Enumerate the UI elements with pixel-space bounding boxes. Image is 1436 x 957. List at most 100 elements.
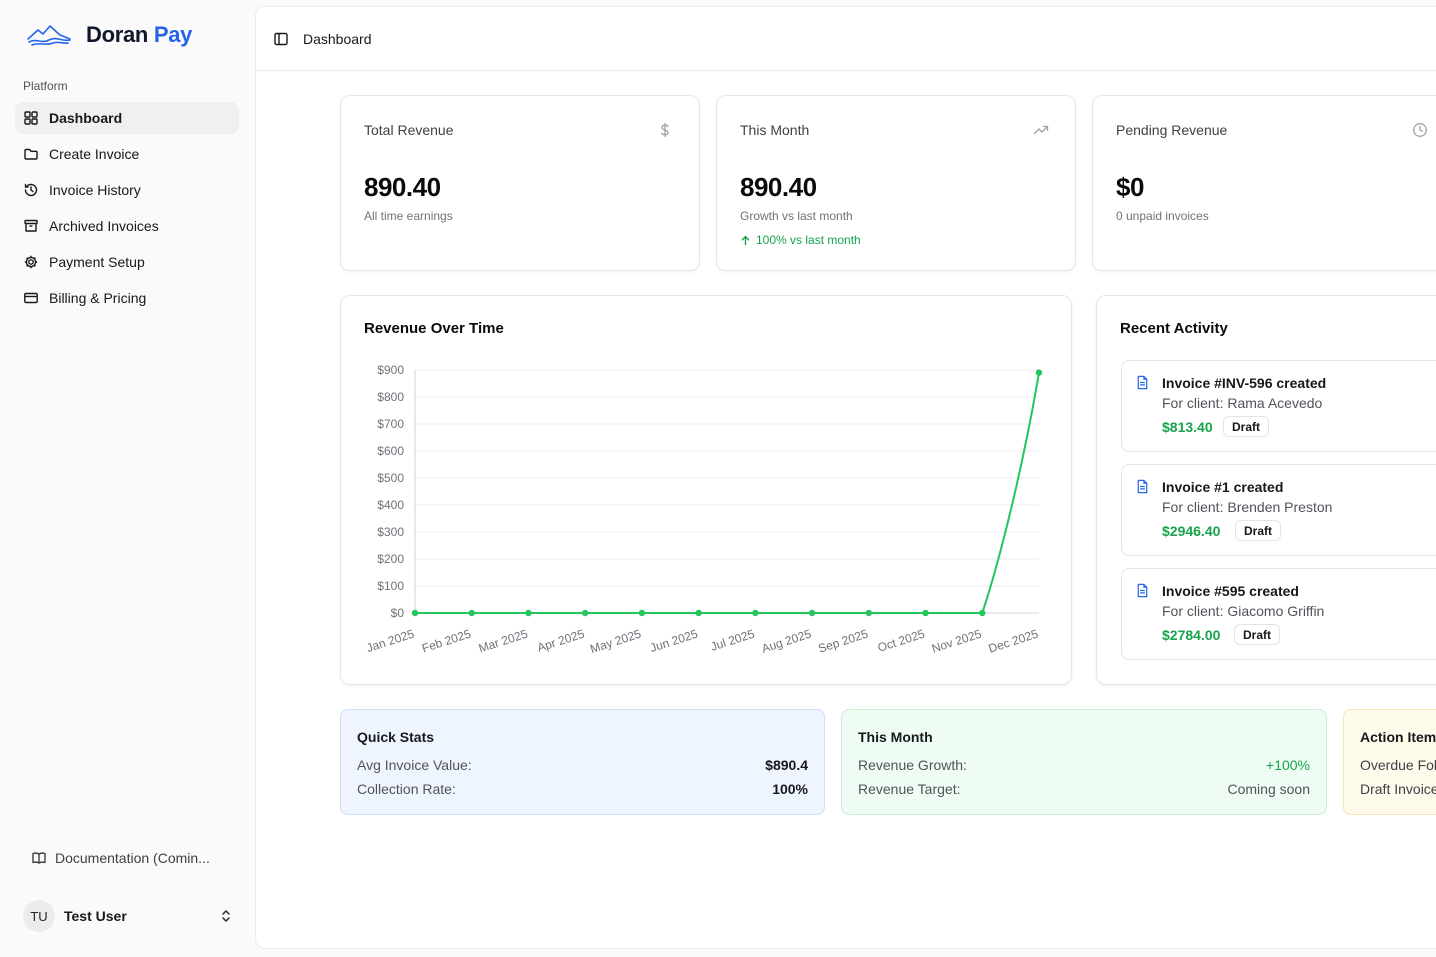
file-text-icon xyxy=(1137,479,1148,494)
sidebar-item-archived-invoices[interactable]: Archived Invoices xyxy=(15,210,239,242)
stat-row-value: +100% xyxy=(1266,757,1310,773)
y-tick-label: $400 xyxy=(377,498,404,512)
x-tick-label: Nov 2025 xyxy=(930,626,983,655)
sidebar-item-label: Invoice History xyxy=(49,182,141,198)
sidebar-item-billing-pricing[interactable]: Billing & Pricing xyxy=(15,282,239,314)
chart-title: Revenue Over Time xyxy=(364,320,504,337)
action-row: Draft Invoice xyxy=(1360,781,1436,797)
activity-client: For client: Giacomo Griffin xyxy=(1162,603,1325,619)
archive-icon xyxy=(24,219,38,232)
sidebar-item-label: Create Invoice xyxy=(49,146,140,162)
sidebar-item-payment-setup[interactable]: Payment Setup xyxy=(15,246,239,278)
gear-icon xyxy=(24,255,38,269)
stat-value: 890.40 xyxy=(740,172,817,202)
activity-title-text: Invoice #595 created xyxy=(1162,583,1299,599)
user-name: Test User xyxy=(64,908,127,924)
clock-icon xyxy=(1413,123,1427,137)
history-icon xyxy=(24,183,38,197)
x-tick-label: Jul 2025 xyxy=(709,626,757,653)
status-badge: Draft xyxy=(1234,624,1281,645)
data-point xyxy=(1035,369,1043,376)
sidebar-item-dashboard[interactable]: Dashboard xyxy=(15,102,239,134)
activity-amount: $2946.40 xyxy=(1162,523,1221,539)
revenue-line-chart: $0 $100 $200 $300 $400 $500 $600 $700 $800 $900 Ja… xyxy=(365,363,1043,656)
sidebar: Doran Pay Platform Dashboard Create Invo… xyxy=(0,0,255,957)
nav-group-label: Platform xyxy=(23,79,68,93)
stat-value: $0 xyxy=(1116,172,1144,202)
x-tick-label: Feb 2025 xyxy=(420,626,473,655)
breadcrumb: Dashboard xyxy=(303,30,372,47)
stat-card-total-revenue: Total Revenue 890.40 All time earnings xyxy=(340,95,700,271)
sidebar-toggle-icon[interactable] xyxy=(273,31,289,47)
stat-row: Revenue Growth: +100% xyxy=(858,757,1310,773)
sidebar-item-label: Billing & Pricing xyxy=(49,290,147,306)
stat-title: Total Revenue xyxy=(364,122,454,138)
trending-up-icon xyxy=(1033,125,1049,135)
x-tick-label: Jun 2025 xyxy=(648,626,700,655)
mountain-waves-logo-icon xyxy=(27,25,71,46)
activity-title-text: Invoice #INV-596 created xyxy=(1162,375,1327,391)
stat-value: 890.40 xyxy=(364,172,441,202)
data-point xyxy=(808,609,816,617)
y-tick-label: $200 xyxy=(377,552,404,566)
action-row-label: Draft Invoice xyxy=(1360,781,1436,797)
x-tick-label: Jan 2025 xyxy=(365,626,417,655)
x-tick-label: Oct 2025 xyxy=(876,626,927,654)
activity-item[interactable]: Invoice #1 created For client: Brenden P… xyxy=(1121,464,1436,556)
sidebar-item-label: Dashboard xyxy=(49,110,123,126)
sidebar-item-label: Archived Invoices xyxy=(49,218,159,234)
data-point xyxy=(979,609,986,617)
book-icon xyxy=(32,852,46,864)
activity-title: Recent Activity xyxy=(1120,320,1228,337)
recent-activity-card: Recent Activity Invoice #INV-596 created… xyxy=(1096,295,1436,685)
this-month-card: This Month Revenue Growth: +100% Revenue… xyxy=(841,709,1327,815)
documentation-link[interactable]: Documentation (Comin... xyxy=(31,850,231,866)
data-point xyxy=(865,609,873,617)
action-row-label: Overdue Fol xyxy=(1360,757,1436,773)
file-text-icon xyxy=(1137,375,1148,390)
data-point xyxy=(922,609,929,617)
stat-trend-label: 100% vs last month xyxy=(756,233,861,247)
activity-amount: $813.40 xyxy=(1162,419,1213,435)
sidebar-nav: Dashboard Create Invoice Invoice History… xyxy=(15,102,239,318)
sidebar-item-create-invoice[interactable]: Create Invoice xyxy=(15,138,239,170)
documentation-label: Documentation (Comin... xyxy=(55,850,210,866)
stat-row-label: Revenue Growth: xyxy=(858,757,967,773)
arrow-up-icon xyxy=(741,235,750,245)
brand-name: Doran Pay xyxy=(86,22,193,47)
stat-card-this-month: This Month 890.40 Growth vs last month 1… xyxy=(716,95,1076,271)
stat-title: This Month xyxy=(740,122,810,138)
stat-row-value: 100% xyxy=(772,781,808,797)
activity-item[interactable]: Invoice #INV-596 created For client: Ram… xyxy=(1121,360,1436,452)
status-badge: Draft xyxy=(1223,416,1270,437)
grid-icon xyxy=(24,111,38,125)
action-row: Overdue Fol xyxy=(1360,757,1436,773)
x-tick-label: Sep 2025 xyxy=(817,626,871,655)
topbar: Dashboard xyxy=(256,7,1436,71)
x-tick-label: Apr 2025 xyxy=(535,626,586,654)
activity-item[interactable]: Invoice #595 created For client: Giacomo… xyxy=(1121,568,1436,660)
dollar-icon xyxy=(661,122,669,138)
stat-row: Revenue Target: Coming soon xyxy=(858,781,1310,797)
y-tick-label: $700 xyxy=(377,417,404,431)
stat-row-label: Collection Rate: xyxy=(357,781,456,797)
sidebar-item-invoice-history[interactable]: Invoice History xyxy=(15,174,239,206)
action-items-card: Action Items Overdue Fol Draft Invoice xyxy=(1343,709,1436,815)
y-tick-label: $500 xyxy=(377,471,404,485)
x-tick-label: Aug 2025 xyxy=(760,626,814,655)
credit-card-icon xyxy=(24,292,38,304)
quick-stats-title: Quick Stats xyxy=(357,729,435,745)
y-tick-label: $100 xyxy=(377,579,404,593)
chevrons-up-down-icon xyxy=(222,910,230,922)
y-tick-label: $300 xyxy=(377,525,404,539)
action-items-title: Action Items xyxy=(1360,729,1436,745)
activity-amount: $2784.00 xyxy=(1162,627,1221,643)
user-menu[interactable]: TU Test User xyxy=(23,900,233,932)
stat-row-label: Avg Invoice Value: xyxy=(357,757,472,773)
x-tick-label: Dec 2025 xyxy=(987,626,1040,655)
stat-row-value: Coming soon xyxy=(1227,781,1311,797)
activity-client: For client: Rama Acevedo xyxy=(1162,395,1323,411)
brand[interactable]: Doran Pay xyxy=(26,22,192,48)
stat-row: Collection Rate: 100% xyxy=(357,781,808,797)
avatar: TU xyxy=(23,900,55,932)
